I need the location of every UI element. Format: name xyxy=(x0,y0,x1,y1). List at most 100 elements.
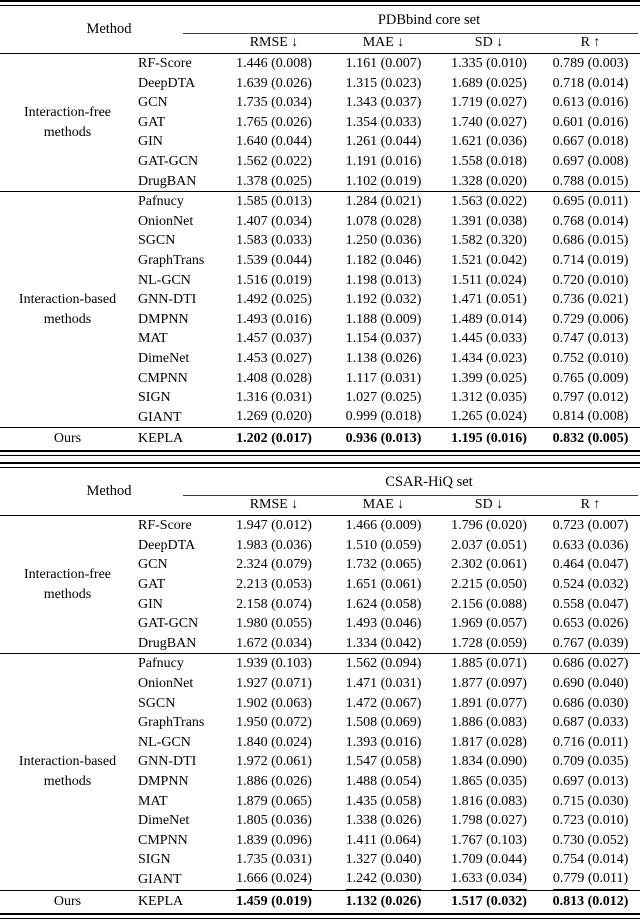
metric-value-cell: 1.666 (0.024) xyxy=(218,870,330,891)
metric-value-cell: 0.736 (0.021) xyxy=(541,290,640,310)
metric-value: 1.511 (0.024) xyxy=(451,272,527,288)
metric-value-cell: 1.732 (0.065) xyxy=(330,555,437,575)
metric-value: 1.980 (0.055) xyxy=(236,616,312,632)
metric-value-cell: 0.729 (0.006) xyxy=(541,310,640,330)
metric-value: 1.672 (0.034) xyxy=(236,635,312,651)
metric-value-cell: 2.156 (0.088) xyxy=(437,595,541,615)
method-column-header: Method xyxy=(86,20,132,37)
model-name: SIGN xyxy=(138,852,171,868)
ours-separator-rule xyxy=(0,889,640,891)
metric-value-cell: 1.840 (0.024) xyxy=(218,733,330,753)
metric-column-header: R ↑ xyxy=(580,497,601,513)
metric-value: 0.768 (0.014) xyxy=(552,213,629,229)
metric-value: 1.885 (0.071) xyxy=(451,656,527,672)
metric-value-cell: 1.316 (0.031) xyxy=(218,388,330,408)
model-name: SGCN xyxy=(138,695,176,711)
metric-value-cell: 1.488 (0.054) xyxy=(330,772,437,792)
dataset-header: CSAR-HiQ set xyxy=(385,473,473,490)
metric-value-cell: 0.558 (0.047) xyxy=(541,595,640,615)
model-name: DeepDTA xyxy=(138,75,196,91)
metric-value-cell: 0.789 (0.003) xyxy=(541,54,640,74)
metric-value: 1.639 (0.026) xyxy=(236,75,312,91)
metric-value-cell: 2.215 (0.050) xyxy=(437,575,541,595)
metric-value: 0.729 (0.006) xyxy=(552,311,629,327)
metric-value-cell: 1.834 (0.090) xyxy=(437,752,541,772)
metric-value: 1.338 (0.026) xyxy=(345,813,422,829)
metric-value-cell: 1.689 (0.025) xyxy=(437,74,541,94)
metric-value-cell: 0.667 (0.018) xyxy=(541,132,640,152)
metric-value-cell: 1.261 (0.044) xyxy=(330,132,437,152)
metric-value: 1.117 (0.031) xyxy=(345,370,422,386)
metric-value: 0.788 (0.015) xyxy=(552,173,629,189)
metric-value-cell: 0.601 (0.016) xyxy=(541,113,640,133)
metric-value: 0.697 (0.008) xyxy=(552,153,629,169)
metric-value-cell: 1.980 (0.055) xyxy=(218,614,330,634)
metric-value: 0.709 (0.035) xyxy=(552,754,629,770)
metric-value-second-best: 0.779 (0.011) xyxy=(552,869,629,891)
model-name: RF-Score xyxy=(138,518,192,534)
metric-value: 1.466 (0.009) xyxy=(345,518,422,534)
metric-value: 1.446 (0.008) xyxy=(236,56,312,71)
metric-value-cell: 1.885 (0.071) xyxy=(437,654,541,674)
metric-value: 1.434 (0.023) xyxy=(451,350,527,366)
metric-value-cell: 1.516 (0.019) xyxy=(218,271,330,291)
metric-value: 1.547 (0.058) xyxy=(345,754,422,770)
metric-value-cell: 1.969 (0.057) xyxy=(437,614,541,634)
metric-value: 1.411 (0.064) xyxy=(345,832,422,848)
metric-value-cell: 1.182 (0.046) xyxy=(330,251,437,271)
metric-value: 1.709 (0.044) xyxy=(451,852,527,868)
metric-value: 1.354 (0.033) xyxy=(345,114,422,130)
metric-value-cell: 1.334 (0.042) xyxy=(330,634,437,654)
metric-value: 1.840 (0.024) xyxy=(236,734,312,750)
top-rule xyxy=(0,462,640,469)
metric-value: 1.198 (0.013) xyxy=(345,272,422,288)
metric-value-cell: 1.284 (0.021) xyxy=(330,192,437,212)
metric-value-cell: 1.939 (0.103) xyxy=(218,654,330,674)
metric-value-cell: 1.265 (0.024) xyxy=(437,407,541,429)
metric-value: 0.714 (0.019) xyxy=(552,252,629,268)
metric-value: 1.582 (0.320) xyxy=(451,233,527,249)
metric-value-cell: 1.735 (0.034) xyxy=(218,93,330,113)
metric-value: 2.215 (0.050) xyxy=(451,577,527,593)
metric-value-second-best: 1.265 (0.024) xyxy=(451,407,527,429)
metric-value: 1.250 (0.036) xyxy=(345,233,422,249)
results-table-pdbbind: Method PDBbind core set RMSE ↓ MAE ↓ SD ↓ R… xyxy=(0,0,640,457)
metric-value-cell: 2.158 (0.074) xyxy=(218,595,330,615)
metric-value: 0.765 (0.009) xyxy=(552,370,629,386)
model-name: OnionNet xyxy=(138,213,194,229)
method-group-label: Interaction-free methods xyxy=(23,104,112,140)
ours-label: Ours xyxy=(53,893,82,909)
metric-value-cell: 0.653 (0.026) xyxy=(541,614,640,634)
metric-value: 1.939 (0.103) xyxy=(236,656,312,672)
metric-value: 1.472 (0.067) xyxy=(345,695,422,711)
metric-value-cell: 0.752 (0.010) xyxy=(541,349,640,369)
metric-value-cell: 1.972 (0.061) xyxy=(218,752,330,772)
metric-value: 1.335 (0.010) xyxy=(451,56,527,71)
metric-value-cell: 1.466 (0.009) xyxy=(330,516,437,536)
metric-value-cell: 1.563 (0.022) xyxy=(437,192,541,212)
metric-value-cell: 1.624 (0.058) xyxy=(330,595,437,615)
metric-value: 2.156 (0.088) xyxy=(451,596,527,612)
metric-value-cell: 1.950 (0.072) xyxy=(218,713,330,733)
metric-value-best: 1.459 (0.019) xyxy=(236,893,312,909)
metric-value-cell: 1.839 (0.096) xyxy=(218,831,330,851)
model-name: GCN xyxy=(138,557,168,573)
model-name: GNN-DTI xyxy=(138,292,197,308)
metric-value: 1.585 (0.013) xyxy=(236,194,312,210)
metric-value-cell: 1.767 (0.103) xyxy=(437,831,541,851)
group-interaction-free: Interaction-free methods RF-Score 1.446 (0… xyxy=(0,54,640,191)
metric-value-cell: 0.613 (0.016) xyxy=(541,93,640,113)
metric-value: 0.524 (0.032) xyxy=(552,577,629,593)
metric-value-cell: 1.138 (0.026) xyxy=(330,349,437,369)
metric-value: 1.182 (0.046) xyxy=(345,252,422,268)
metric-value-cell: 1.547 (0.058) xyxy=(330,752,437,772)
metric-value-cell: 1.192 (0.032) xyxy=(330,290,437,310)
metric-value-cell: 1.865 (0.035) xyxy=(437,772,541,792)
model-name: CMPNN xyxy=(138,832,188,848)
model-name: GraphTrans xyxy=(138,715,205,731)
metric-value: 0.601 (0.016) xyxy=(552,114,629,130)
metric-value: 1.154 (0.037) xyxy=(345,331,422,347)
metric-value-cell: 1.877 (0.097) xyxy=(437,674,541,694)
metric-value: 1.583 (0.033) xyxy=(236,233,312,249)
metric-value-best: 0.813 (0.012) xyxy=(552,893,629,909)
